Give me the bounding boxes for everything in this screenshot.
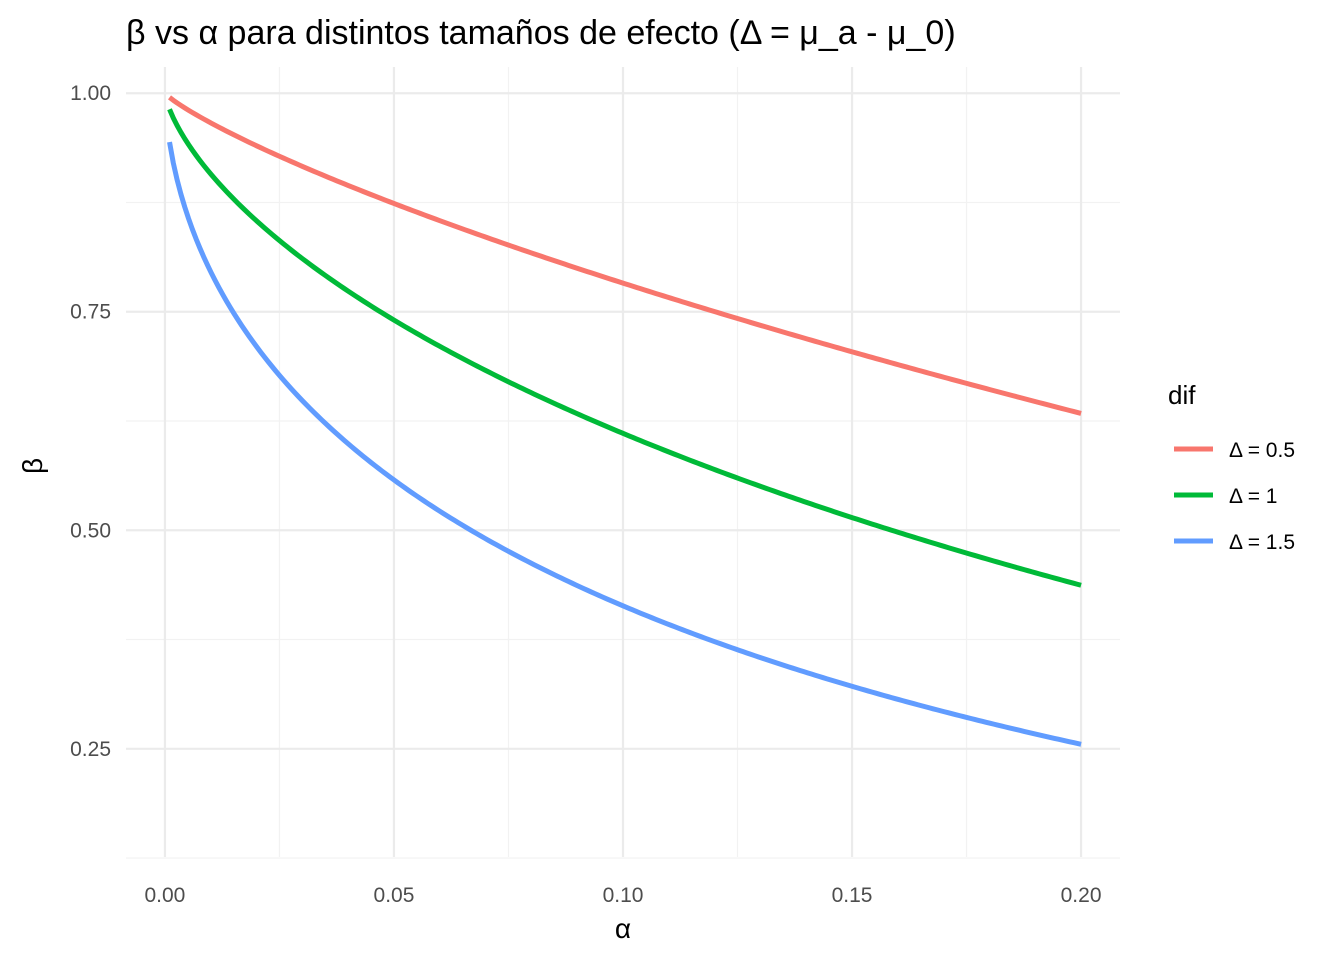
y-tick-label: 0.75 (70, 301, 111, 324)
series-lines (167, 95, 1082, 747)
y-tick-label: 0.50 (70, 519, 111, 542)
legend-label-2: Δ = 1.5 (1229, 531, 1295, 554)
chart-title: β vs α para distintos tamaños de efecto … (126, 14, 956, 52)
y-axis-tick-labels: 0.25 0.50 0.75 1.00 (70, 82, 111, 761)
x-axis-title: α (615, 913, 631, 944)
x-tick-label: 0.05 (374, 884, 415, 907)
legend-label-1: Δ = 1 (1229, 485, 1277, 508)
series-line-1 (167, 108, 1082, 588)
series-line-2 (167, 141, 1082, 747)
legend-title: dif (1168, 380, 1196, 410)
major-gridlines (126, 67, 1120, 857)
series-line-0 (168, 95, 1082, 416)
x-tick-label: 0.10 (603, 884, 644, 907)
x-tick-label: 0.20 (1061, 884, 1102, 907)
x-axis-tick-labels: 0.00 0.05 0.10 0.15 0.20 (144, 884, 1101, 907)
legend: dif Δ = 0.5 Δ = 1 Δ = 1.5 (1168, 380, 1295, 554)
legend-label-0: Δ = 0.5 (1229, 439, 1295, 462)
x-tick-label: 0.00 (144, 884, 185, 907)
x-tick-label: 0.15 (832, 884, 873, 907)
y-tick-label: 1.00 (70, 82, 111, 105)
y-tick-label: 0.25 (70, 738, 111, 761)
y-axis-title: β (17, 458, 48, 474)
